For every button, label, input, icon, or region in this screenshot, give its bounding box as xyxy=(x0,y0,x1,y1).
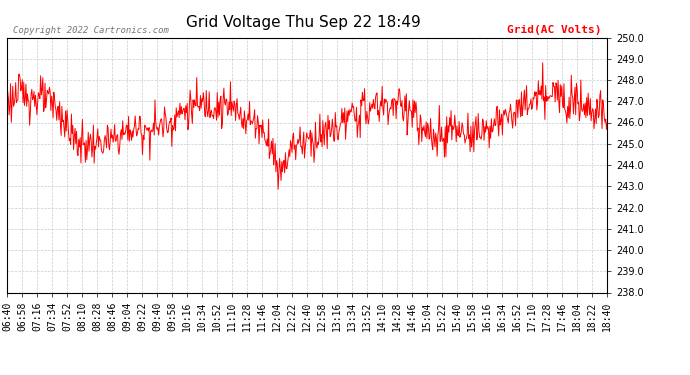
Text: Grid(AC Volts): Grid(AC Volts) xyxy=(506,25,601,35)
Text: Grid Voltage Thu Sep 22 18:49: Grid Voltage Thu Sep 22 18:49 xyxy=(186,15,421,30)
Text: Copyright 2022 Cartronics.com: Copyright 2022 Cartronics.com xyxy=(13,26,169,35)
